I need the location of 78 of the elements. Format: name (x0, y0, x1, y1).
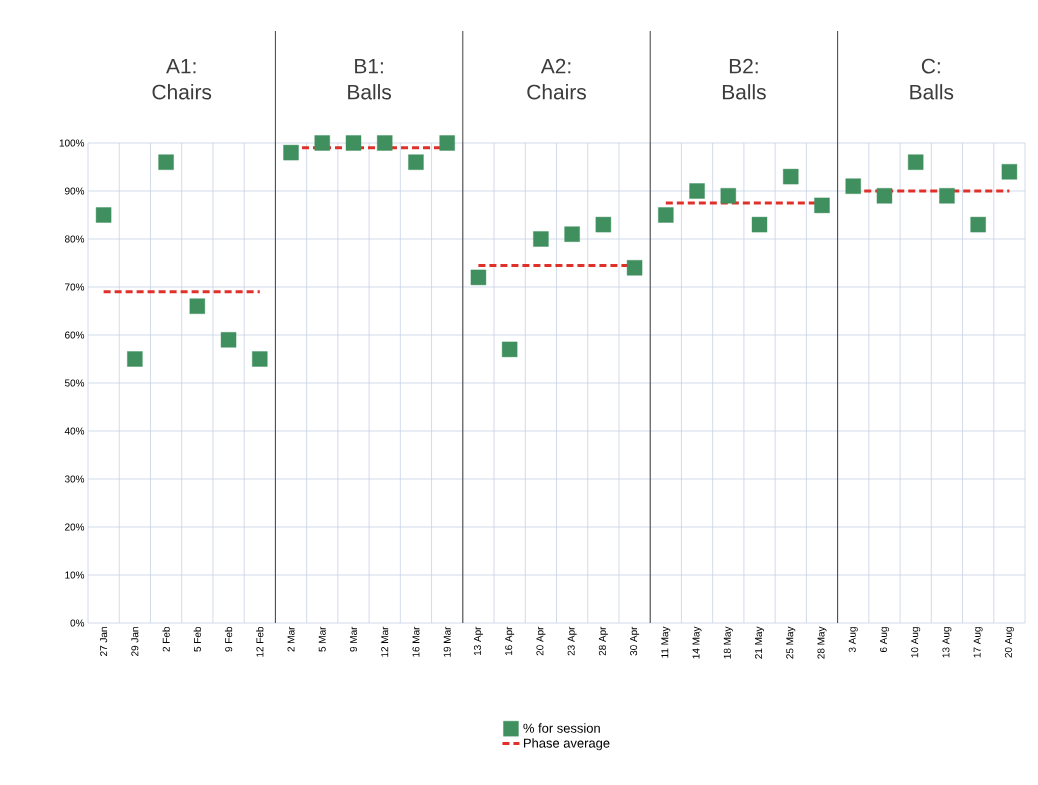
x-tick-label: 13 Apr (473, 626, 483, 656)
x-tick-label: 11 May (661, 626, 671, 658)
y-tick-label: 10% (65, 571, 85, 579)
point (377, 135, 393, 151)
point (751, 216, 768, 233)
point (908, 154, 924, 170)
y-tick-label: 90% (65, 187, 85, 195)
point (189, 298, 206, 314)
x-tick-label: 12 Feb (256, 626, 264, 657)
y-tick-label: 20% (65, 523, 85, 531)
x-tick-label: 29 Jan (131, 627, 139, 656)
x-tick-label: 5 Mar (318, 626, 326, 652)
point (220, 332, 237, 348)
y-tick-label: 100% (59, 139, 85, 147)
x-tick-label: 23 Apr (567, 626, 577, 656)
x-tick-label: 19 Mar (443, 626, 451, 657)
point (783, 168, 799, 185)
x-tick-label: 12 Mar (381, 626, 389, 657)
x-tick-label: 18 May (723, 626, 733, 659)
text: B1: Balls (348, 58, 392, 100)
point (283, 144, 299, 161)
point (658, 207, 674, 223)
point (501, 341, 518, 358)
x-tick-label: 5 Feb (193, 626, 201, 652)
text: C: Balls (910, 58, 954, 100)
point (158, 154, 174, 170)
point (345, 135, 362, 151)
point (689, 183, 705, 199)
point (564, 226, 580, 242)
y-tick-label: 50% (64, 379, 85, 387)
text: A2: Chairs (527, 58, 586, 100)
x-tick-label: 2 Feb (162, 626, 170, 652)
x-tick-label: 13 Aug (942, 627, 952, 658)
y-tick-label: 60% (65, 331, 85, 339)
x-tick-label: 20 Aug (1004, 627, 1014, 658)
point (939, 188, 955, 204)
point (814, 197, 830, 214)
x-tick-label: 30 Apr (630, 626, 640, 656)
x-tick-label: 10 Aug (911, 627, 921, 658)
point (595, 216, 612, 233)
x-tick-label: 16 Apr (505, 626, 515, 656)
point (533, 231, 549, 247)
y-tick-label: 70% (65, 283, 85, 291)
y-tick-label: 30% (64, 475, 85, 483)
x-tick-label: 3 Aug (848, 627, 858, 653)
point (127, 351, 143, 367)
text: B2: Balls (722, 58, 766, 100)
point (970, 216, 986, 233)
x-tick-label: 21 May (755, 626, 765, 659)
x-tick-label: 17 Aug (973, 627, 983, 658)
x-tick-label: 28 Apr (598, 626, 608, 656)
x-tick-label: 14 May (692, 626, 702, 659)
point (95, 207, 112, 223)
point (845, 178, 861, 194)
point (439, 135, 455, 151)
legend-label: Phase average (524, 738, 610, 751)
legend-label: % for session (523, 723, 600, 733)
x-tick-label: 27 Jan (100, 627, 108, 656)
x-tick-label: 28 May (817, 626, 827, 659)
x-tick-label: 20 Apr (536, 626, 546, 656)
text: A1: Chairs (152, 58, 212, 100)
x-tick-label: 6 Aug (879, 627, 889, 653)
point (314, 135, 330, 151)
x-tick-label: 9 Feb (224, 626, 233, 652)
point (1001, 164, 1018, 180)
x-tick-label: 25 May (786, 626, 796, 659)
y-tick-label: 80% (64, 235, 85, 243)
point (626, 260, 643, 276)
point (408, 154, 424, 170)
point (252, 351, 268, 367)
y-tick-label: 40% (64, 427, 85, 435)
x-tick-label: 16 Mar (412, 626, 420, 657)
point (876, 188, 893, 204)
point (720, 188, 736, 204)
y-tick-label: 0% (70, 619, 85, 627)
x-tick-label: 2 Mar (287, 626, 295, 652)
x-tick-label: 9 Mar (349, 626, 358, 652)
point (470, 269, 487, 286)
